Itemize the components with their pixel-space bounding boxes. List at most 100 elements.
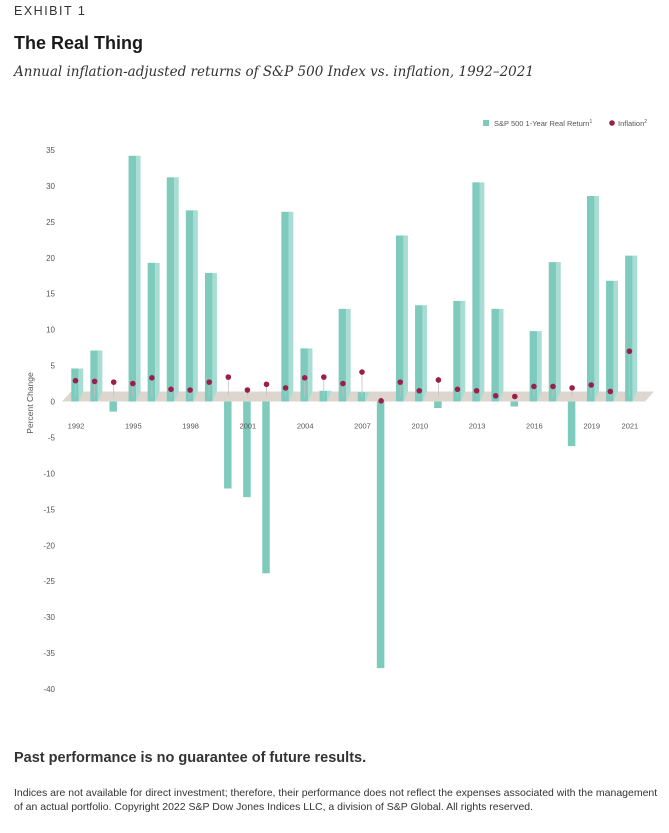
bar-side — [479, 182, 485, 402]
bar-side — [613, 280, 619, 402]
bar-series — [71, 155, 638, 669]
inflation-point — [397, 379, 404, 385]
bar — [185, 210, 194, 402]
inflation-point — [301, 375, 308, 381]
disclaimer-text: Indices are not available for direct inv… — [14, 787, 658, 813]
y-tick-label: 25 — [46, 218, 55, 227]
bar — [491, 308, 499, 402]
x-tick-label: 1995 — [125, 422, 142, 431]
inflation-point — [149, 375, 155, 381]
y-tick-label: -10 — [43, 469, 55, 478]
y-tick-label: -30 — [43, 613, 55, 622]
inflation-point — [416, 387, 423, 394]
inflation-point — [282, 385, 289, 391]
inflation-point — [588, 382, 594, 388]
bar-side — [594, 195, 599, 402]
bar — [128, 155, 137, 402]
disclaimer-title: Past performance is no guarantee of futu… — [14, 750, 367, 766]
inflation-point — [244, 387, 251, 393]
inflation-point — [72, 377, 79, 384]
x-tick-label: 2004 — [297, 422, 314, 431]
exhibit-label: EXHIBIT 1 — [14, 4, 87, 18]
x-tick-label: 2001 — [240, 422, 257, 431]
inflation-point — [473, 387, 480, 394]
inflation-point — [340, 380, 346, 387]
x-tick-label: 2010 — [411, 422, 428, 431]
bar — [166, 177, 175, 402]
bar-side — [193, 210, 198, 402]
x-tick-label: 2007 — [354, 422, 371, 431]
y-tick-label: -20 — [43, 541, 55, 550]
inflation-point — [626, 348, 633, 355]
bar-side — [97, 350, 103, 402]
y-axis: 35 30 25 20 15 10 5 0 -5 -10 -15 -20 -25 -30 -35 -40 Per… — [25, 146, 56, 694]
y-tick-label: -25 — [43, 577, 55, 586]
bar-side — [307, 348, 313, 402]
bar — [300, 348, 308, 402]
bar-side — [498, 308, 504, 402]
y-tick-label: -40 — [43, 685, 55, 694]
y-tick-label: -35 — [43, 649, 55, 658]
legend-label-sp500: S&P 500 1-Year Real Return1 — [494, 119, 592, 128]
bar — [357, 392, 366, 402]
inflation-point — [454, 386, 461, 393]
bar — [338, 308, 347, 402]
y-tick-label: 10 — [46, 326, 55, 335]
y-tick-label: 0 — [51, 398, 56, 407]
bar-side — [556, 262, 561, 402]
bar-side — [174, 177, 179, 402]
bar — [529, 331, 538, 402]
bar — [90, 350, 98, 402]
inflation-point — [91, 378, 98, 385]
inflation-point — [435, 377, 442, 383]
y-axis-label: Percent Change — [25, 372, 35, 434]
inflation-point — [263, 381, 270, 388]
inflation-point — [378, 398, 384, 404]
inflation-point — [550, 383, 556, 390]
inflation-point — [110, 379, 117, 385]
inflation-point — [130, 380, 136, 387]
legend-swatch-inflation — [609, 120, 615, 126]
y-tick-label: 5 — [51, 362, 56, 371]
page-subtitle: Annual inflation-adjusted returns of S&P… — [14, 64, 534, 80]
inflation-point — [531, 383, 537, 390]
x-tick-label: 1992 — [68, 422, 85, 431]
bar-side — [327, 390, 332, 402]
inflation-point — [607, 388, 614, 395]
bar — [472, 182, 480, 402]
bar — [376, 401, 385, 669]
inflation-point — [206, 379, 212, 385]
y-tick-label: 15 — [46, 290, 55, 299]
bar — [243, 401, 251, 498]
page-title: The Real Thing — [14, 33, 144, 53]
bar — [281, 211, 289, 402]
bar-side — [288, 211, 294, 402]
x-tick-label: 2021 — [622, 422, 639, 431]
chart-legend: S&P 500 1-Year Real Return1 Inflation2 — [483, 119, 647, 128]
inflation-point — [492, 392, 499, 399]
y-tick-label: -15 — [43, 505, 55, 514]
x-tick-label: 2013 — [469, 422, 486, 431]
returns-chart: S&P 500 1-Year Real Return1 Inflation2 35… — [25, 119, 654, 694]
bar — [147, 262, 156, 402]
x-axis: 1992 1995 1998 2001 2004 2007 2010 2013 2016 2019… — [68, 422, 639, 431]
bar-side — [403, 235, 408, 402]
inflation-point — [168, 386, 174, 393]
y-tick-label: 30 — [46, 182, 55, 191]
bar — [109, 401, 117, 412]
inflation-point — [187, 387, 193, 393]
bar — [625, 255, 633, 402]
inflation-series — [72, 348, 633, 404]
bar — [204, 272, 213, 402]
bar — [71, 368, 79, 402]
bar-side — [78, 368, 84, 402]
y-tick-label: 20 — [46, 254, 55, 263]
bar — [567, 401, 576, 447]
y-tick-label: 35 — [46, 146, 55, 155]
bar-side — [365, 391, 370, 402]
x-tick-label: 2016 — [526, 422, 543, 431]
y-tick-label: -5 — [48, 433, 56, 442]
bar-side — [212, 272, 217, 402]
bar — [262, 401, 270, 574]
bar — [319, 390, 328, 402]
